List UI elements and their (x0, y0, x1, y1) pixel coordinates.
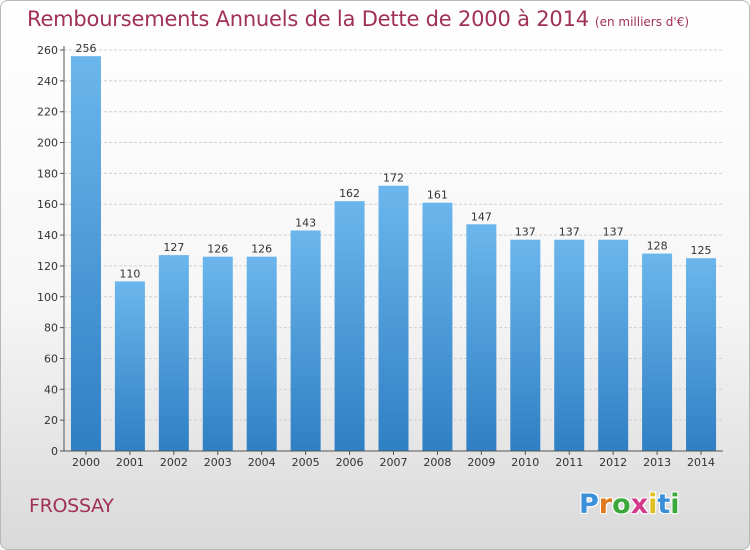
data-label: 128 (647, 240, 668, 253)
x-tick-label: 2013 (643, 456, 671, 469)
data-label: 137 (603, 226, 624, 239)
bar (598, 239, 629, 451)
bar (158, 255, 189, 451)
x-tick-label: 2012 (599, 456, 627, 469)
logo-letter: x (630, 489, 649, 520)
y-tick-label: 20 (44, 414, 58, 427)
data-label: 256 (75, 42, 96, 55)
logo-letter: t (657, 489, 671, 520)
data-label: 125 (691, 244, 712, 257)
title-block: Remboursements Annuels de la Dette de 20… (27, 7, 689, 31)
y-tick-label: 180 (37, 167, 58, 180)
y-tick-label: 140 (37, 229, 58, 242)
data-label: 127 (163, 241, 184, 254)
bar (466, 224, 497, 451)
data-label: 143 (295, 216, 316, 229)
x-tick-label: 2000 (72, 456, 100, 469)
x-tick-label: 2009 (467, 456, 495, 469)
data-label: 137 (515, 226, 536, 239)
y-tick-label: 200 (37, 137, 58, 150)
y-tick-label: 40 (44, 383, 58, 396)
bar (334, 201, 365, 451)
bar (202, 256, 233, 451)
data-label: 126 (207, 243, 228, 256)
data-label: 172 (383, 172, 404, 185)
x-tick-label: 2006 (336, 456, 364, 469)
bar (70, 56, 101, 452)
data-label: 162 (339, 187, 360, 200)
x-tick-label: 2002 (160, 456, 188, 469)
logo-letter: P (579, 489, 599, 520)
y-tick-label: 240 (37, 75, 58, 88)
bar (114, 281, 145, 451)
x-tick-label: 2004 (248, 456, 276, 469)
y-tick-label: 60 (44, 352, 58, 365)
city-name: FROSSAY (29, 495, 114, 517)
x-tick-label: 2003 (204, 456, 232, 469)
data-label: 137 (559, 226, 580, 239)
bar (554, 239, 585, 451)
bar (510, 239, 541, 451)
y-tick-label: 220 (37, 106, 58, 119)
y-tick-label: 160 (37, 198, 58, 211)
x-tick-label: 2011 (555, 456, 583, 469)
bar (642, 253, 673, 451)
x-tick-label: 2001 (116, 456, 144, 469)
x-tick-label: 2007 (380, 456, 408, 469)
bar (422, 202, 453, 451)
data-label: 161 (427, 189, 448, 202)
data-label: 126 (251, 243, 272, 256)
y-tick-label: 260 (37, 44, 58, 57)
bar (246, 256, 277, 451)
data-label: 147 (471, 210, 492, 223)
y-tick-label: 120 (37, 260, 58, 273)
x-tick-label: 2014 (687, 456, 715, 469)
logo-letter: i (648, 489, 658, 520)
x-tick-label: 2005 (292, 456, 320, 469)
x-tick-label: 2010 (511, 456, 539, 469)
chart-unit: (en milliers d'€) (594, 15, 690, 29)
bar (686, 258, 717, 451)
bar (378, 185, 409, 451)
y-tick-label: 0 (51, 445, 58, 458)
x-tick-label: 2008 (423, 456, 451, 469)
chart-title: Remboursements Annuels de la Dette de 20… (27, 7, 589, 31)
bar (290, 230, 321, 451)
proxiti-logo: Proxiti (579, 489, 680, 520)
y-tick-label: 80 (44, 322, 58, 335)
data-label: 110 (119, 267, 140, 280)
y-tick-label: 100 (37, 291, 58, 304)
logo-letter: o (612, 489, 631, 520)
logo-letter: i (670, 489, 680, 520)
logo-letter: r (598, 489, 613, 520)
